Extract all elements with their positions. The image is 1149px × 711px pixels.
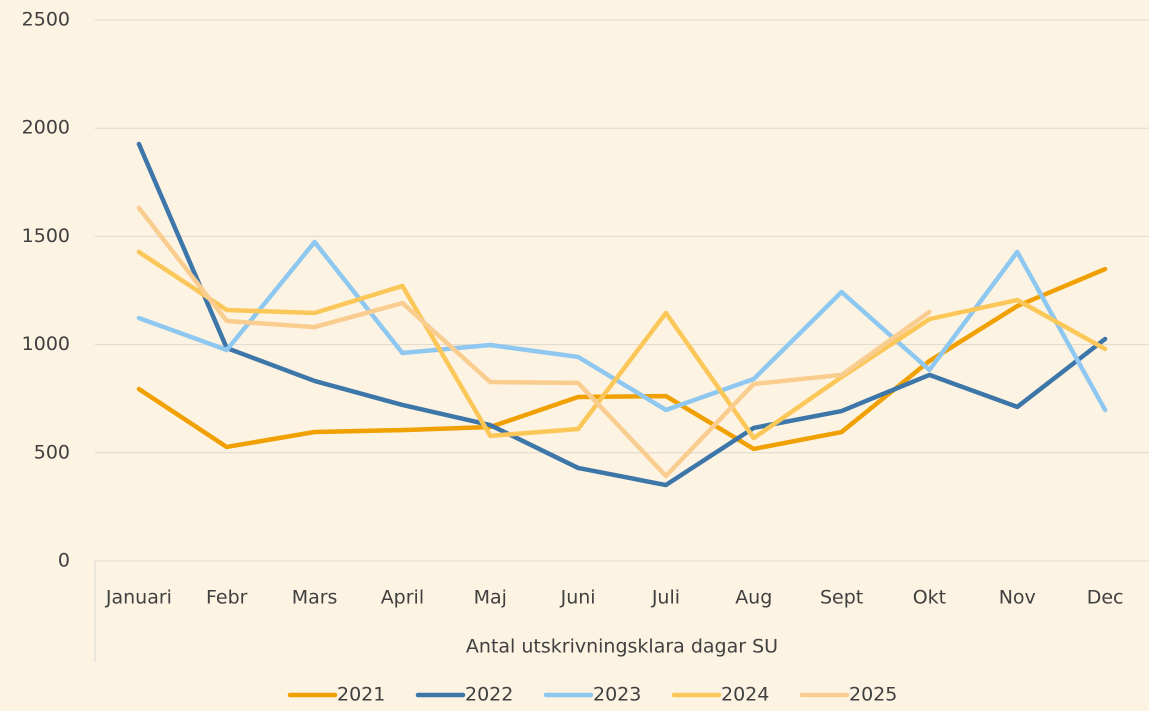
x-tick-label: Maj [474, 587, 507, 609]
y-tick-label: 1000 [22, 333, 70, 355]
y-tick-label: 500 [34, 441, 70, 463]
legend-label: 2025 [849, 684, 897, 706]
x-tick-label: Dec [1087, 587, 1124, 609]
x-tick-label: Nov [999, 587, 1036, 609]
series-line [136, 141, 1108, 488]
x-tick-label: Sept [820, 587, 863, 609]
x-tick-label: Mars [292, 587, 338, 609]
x-tick-label: Juli [651, 587, 680, 609]
x-axis-label: Antal utskrivningsklara dagar SU [466, 636, 778, 658]
y-tick-label: 0 [58, 550, 70, 572]
x-tick-label: Januari [105, 587, 172, 609]
x-tick-label: Aug [735, 587, 772, 609]
x-tick-label: Okt [913, 587, 946, 609]
legend-label: 2021 [337, 684, 385, 706]
x-tick-label: Febr [206, 587, 248, 609]
y-tick-label: 1500 [22, 225, 70, 247]
legend-label: 2024 [721, 684, 769, 706]
series-line [136, 205, 932, 479]
series-line [136, 249, 1108, 441]
legend-label: 2023 [593, 684, 641, 706]
legend-label: 2022 [465, 684, 513, 706]
series-line [136, 239, 1108, 413]
x-tick-label: April [381, 587, 424, 609]
y-tick-label: 2500 [22, 9, 70, 31]
y-tick-label: 2000 [22, 117, 70, 139]
x-tick-label: Juni [560, 587, 596, 609]
